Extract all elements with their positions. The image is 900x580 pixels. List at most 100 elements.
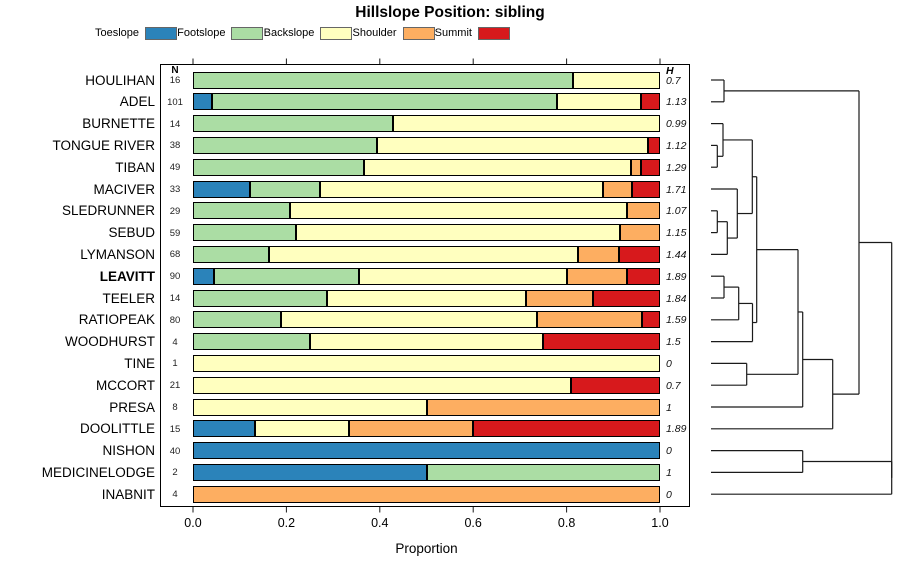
bar-segment-footslope (212, 93, 557, 111)
bar-row (193, 420, 660, 438)
bar-segment-summit (543, 333, 660, 351)
row-label: SLEDRUNNER (61, 203, 155, 219)
x-axis-tick-label: 0.2 (277, 516, 296, 530)
h-value: 1.59 (666, 314, 687, 327)
h-value: 0.7 (666, 74, 681, 87)
bar-segment-shoulder (627, 202, 660, 220)
bar-segment-backslope (359, 267, 567, 285)
bar-segment-summit (627, 267, 660, 285)
n-column-header: N (171, 65, 179, 76)
bar-segment-footslope (193, 71, 573, 89)
bar-row (193, 267, 660, 285)
bar-segment-footslope (193, 136, 377, 154)
x-axis-tick-label: 0.6 (464, 516, 482, 530)
bar-row (193, 311, 660, 329)
h-value: 0 (666, 445, 672, 458)
bar-segment-summit (619, 245, 660, 263)
h-value: 1.07 (666, 205, 687, 218)
x-axis-title: Proportion (395, 541, 458, 556)
bar-segment-footslope (193, 311, 281, 329)
bar-row (193, 158, 660, 176)
bar-segment-backslope (193, 376, 571, 394)
legend-label: Toeslope (95, 27, 140, 39)
bar-segment-toeslope (193, 267, 214, 285)
legend-label: Backslope (263, 27, 315, 39)
bar-segment-footslope (250, 180, 320, 198)
n-value: 49 (169, 162, 181, 174)
bar-segment-backslope (573, 71, 660, 89)
bar-segment-backslope (281, 311, 537, 329)
n-value: 29 (169, 205, 181, 217)
n-value: 8 (172, 402, 178, 413)
bar-segment-backslope (393, 115, 660, 133)
row-label: MCCORT (96, 377, 155, 393)
h-value: 1 (666, 466, 672, 479)
row-label: MEDICINELODGE (41, 464, 155, 480)
bar-segment-backslope (310, 333, 543, 351)
bar-row (193, 180, 660, 198)
n-value: 14 (169, 118, 181, 130)
legend-swatch-backslope (320, 26, 353, 40)
bar-segment-toeslope (193, 93, 212, 111)
bar-segment-footslope (193, 224, 296, 242)
h-value: 1.29 (666, 161, 687, 174)
row-label: HOULIHAN (85, 72, 155, 88)
row-label: INABNIT (101, 486, 155, 502)
plot-frame (160, 64, 690, 507)
n-value: 2 (172, 467, 178, 479)
bar-segment-shoulder (537, 311, 642, 329)
bar-segment-shoulder (631, 158, 641, 176)
bar-segment-summit (641, 93, 660, 111)
bar-row (193, 93, 660, 111)
bar-row (193, 376, 660, 394)
bar-segment-toeslope (193, 180, 250, 198)
row-label: RATIOPEAK (78, 312, 155, 328)
h-value: 1.89 (666, 423, 687, 436)
h-value: 0 (666, 357, 672, 370)
legend-item: Toeslope (95, 26, 178, 40)
bar-segment-shoulder (603, 180, 632, 198)
row-label: TONGUE RIVER (52, 137, 155, 153)
n-value: 59 (169, 227, 181, 239)
bar-segment-backslope (557, 93, 641, 111)
legend-item: Footslope (177, 26, 264, 40)
n-value: 15 (169, 423, 181, 435)
n-value: 33 (169, 184, 181, 195)
x-axis-tick-label: 0.0 (184, 516, 202, 530)
bar-row (193, 136, 660, 154)
bar-segment-shoulder (620, 224, 660, 242)
bar-segment-shoulder (349, 420, 473, 438)
h-value: 0 (666, 488, 672, 501)
row-label: WOODHURST (65, 334, 155, 350)
n-value: 68 (169, 249, 181, 261)
bar-segment-footslope (193, 115, 393, 133)
bar-row (193, 398, 660, 416)
bar-segment-backslope (327, 289, 526, 307)
h-value: 1.71 (666, 183, 687, 196)
h-value: 1 (666, 401, 672, 414)
bar-segment-backslope (364, 158, 631, 176)
bar-segment-footslope (193, 158, 364, 176)
row-label: NISHON (102, 443, 155, 459)
row-label: MACIVER (93, 181, 155, 197)
bar-row (193, 442, 660, 460)
n-value: 80 (169, 314, 181, 326)
bar-segment-summit (571, 376, 660, 394)
row-label: LYMANSON (80, 246, 155, 262)
n-value: 4 (172, 336, 178, 348)
bar-row (193, 115, 660, 133)
n-value: 40 (169, 445, 181, 457)
bar-row (193, 245, 660, 263)
n-value: 21 (169, 380, 181, 392)
n-value: 16 (169, 75, 181, 86)
legend-label: Summit (434, 27, 472, 39)
bar-segment-toeslope (193, 420, 255, 438)
h-column-header: H (666, 65, 674, 77)
bar-segment-backslope (377, 136, 648, 154)
bar-segment-footslope (193, 289, 327, 307)
n-value: 1 (172, 358, 178, 370)
legend-item: Shoulder (353, 26, 435, 40)
legend-item: Summit (434, 26, 510, 40)
h-value: 1.84 (666, 292, 687, 305)
row-label: LEAVITT (99, 268, 155, 284)
